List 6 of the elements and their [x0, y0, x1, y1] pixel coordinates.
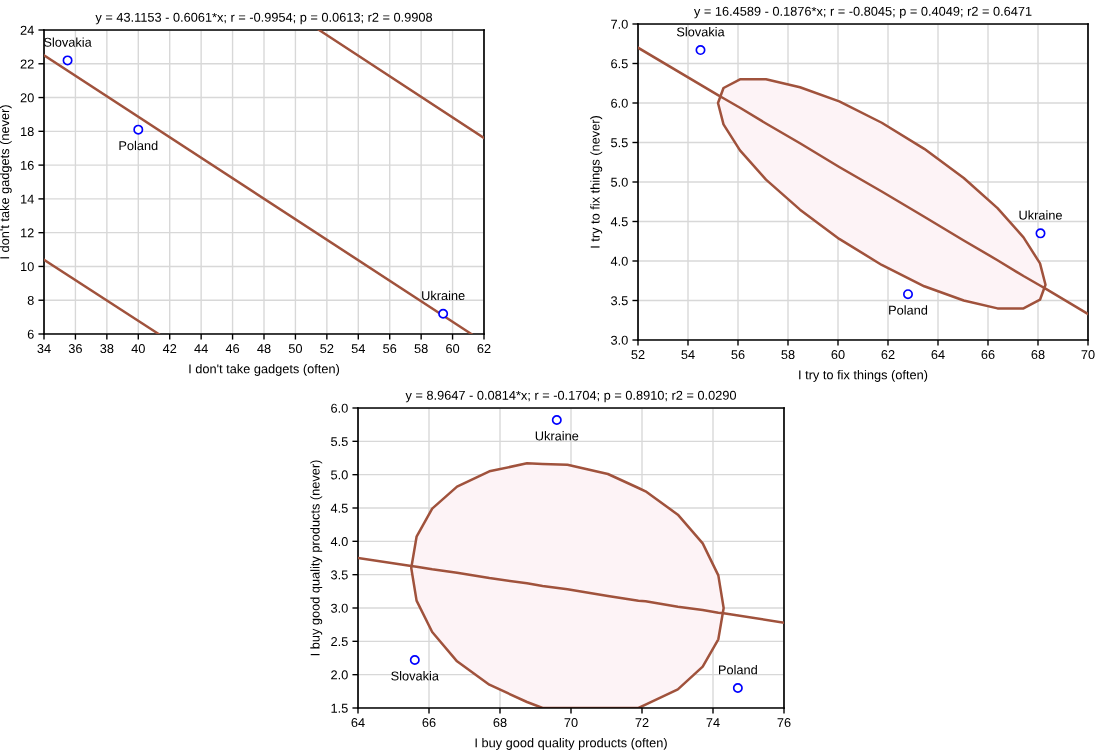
point — [732, 682, 743, 694]
point — [438, 308, 449, 319]
point — [62, 55, 73, 66]
point — [551, 414, 562, 426]
point — [133, 124, 144, 135]
point — [695, 45, 706, 56]
